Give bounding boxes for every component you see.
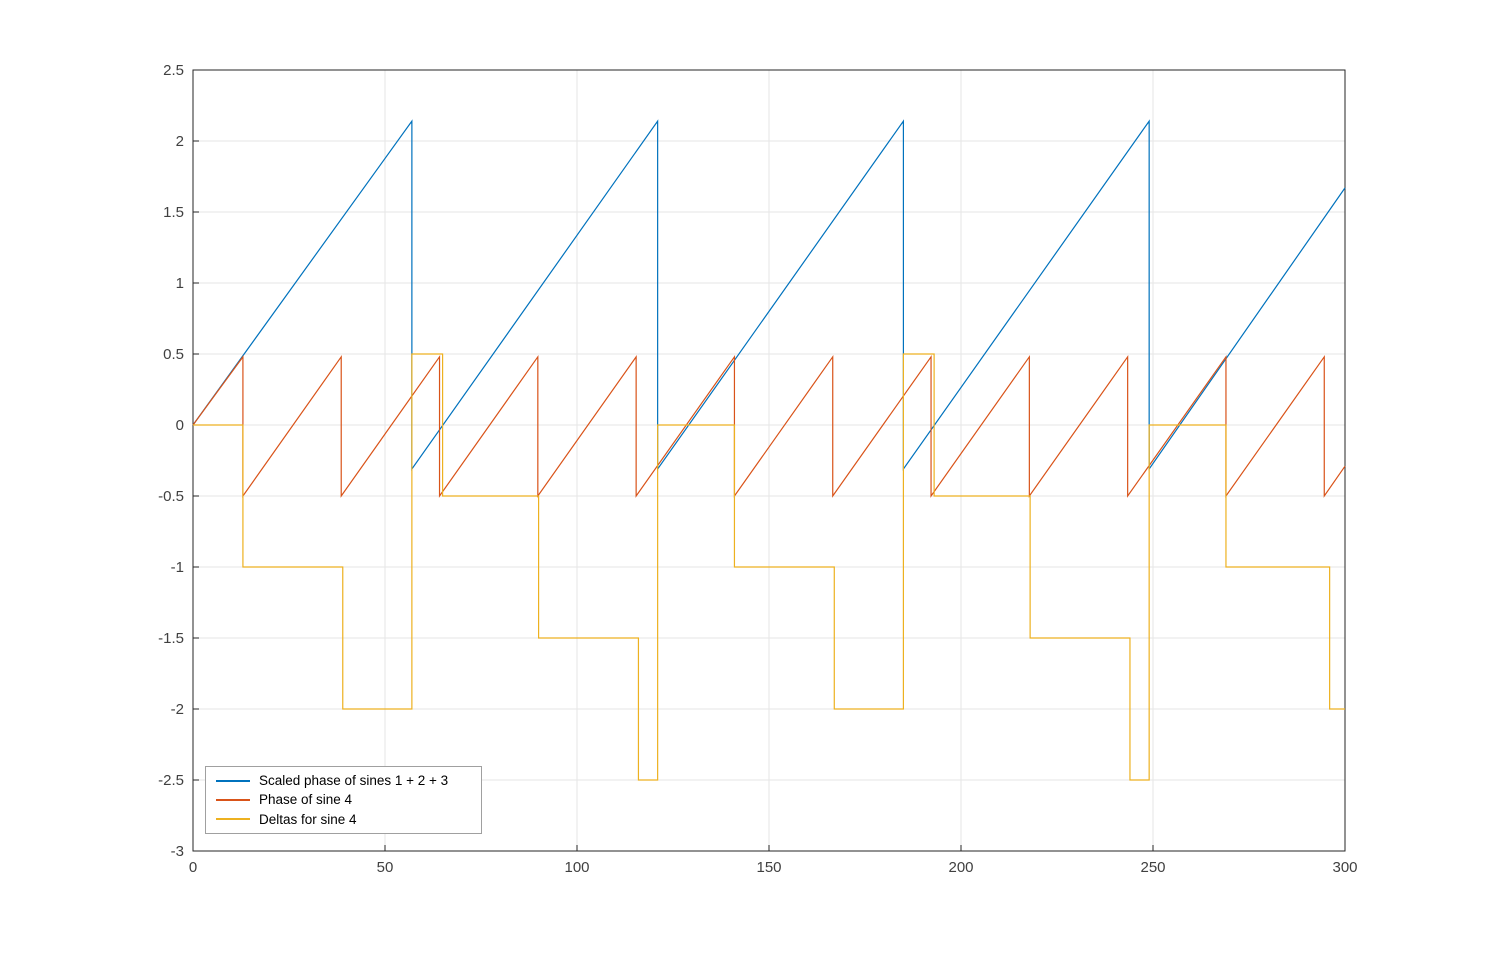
y-tick-label: 1.5	[163, 204, 184, 221]
y-tick-label: 0	[176, 417, 184, 434]
y-tick-label: -0.5	[158, 488, 184, 505]
x-tick-label: 50	[377, 859, 394, 876]
legend-label-deltas-sine4: Deltas for sine 4	[259, 811, 357, 827]
y-tick-label: 2	[176, 133, 184, 150]
x-tick-label: 0	[189, 859, 197, 876]
legend[interactable]: Scaled phase of sines 1 + 2 + 3 Phase of…	[205, 766, 482, 834]
legend-item-phase-sine4: Phase of sine 4	[216, 790, 471, 809]
legend-line-sample-yellow	[216, 818, 250, 821]
y-tick-label: 1	[176, 275, 184, 292]
y-tick-label: 0.5	[163, 346, 184, 363]
y-tick-label: -1	[171, 559, 184, 576]
y-tick-label: -3	[171, 843, 184, 860]
legend-line-sample-blue	[216, 779, 250, 782]
series-line-1	[192, 354, 1346, 498]
x-tick-label: 150	[756, 859, 781, 876]
y-tick-label: -2.5	[158, 772, 184, 789]
x-tick-label: 250	[1140, 859, 1165, 876]
y-tick-label: -1.5	[158, 630, 184, 647]
y-tick-label: 2.5	[163, 62, 184, 79]
legend-item-scaled-phase: Scaled phase of sines 1 + 2 + 3	[216, 771, 471, 790]
legend-label-scaled-phase: Scaled phase of sines 1 + 2 + 3	[259, 773, 449, 789]
y-tick-label: -2	[171, 701, 184, 718]
x-tick-label: 200	[948, 859, 973, 876]
legend-item-deltas-sine4: Deltas for sine 4	[216, 810, 471, 829]
x-tick-label: 300	[1332, 859, 1357, 876]
series-line-0	[192, 119, 1346, 471]
legend-label-phase-sine4: Phase of sine 4	[259, 792, 353, 808]
x-tick-label: 100	[564, 859, 589, 876]
series-line-2	[193, 353, 1345, 781]
legend-line-sample-red	[216, 798, 250, 801]
